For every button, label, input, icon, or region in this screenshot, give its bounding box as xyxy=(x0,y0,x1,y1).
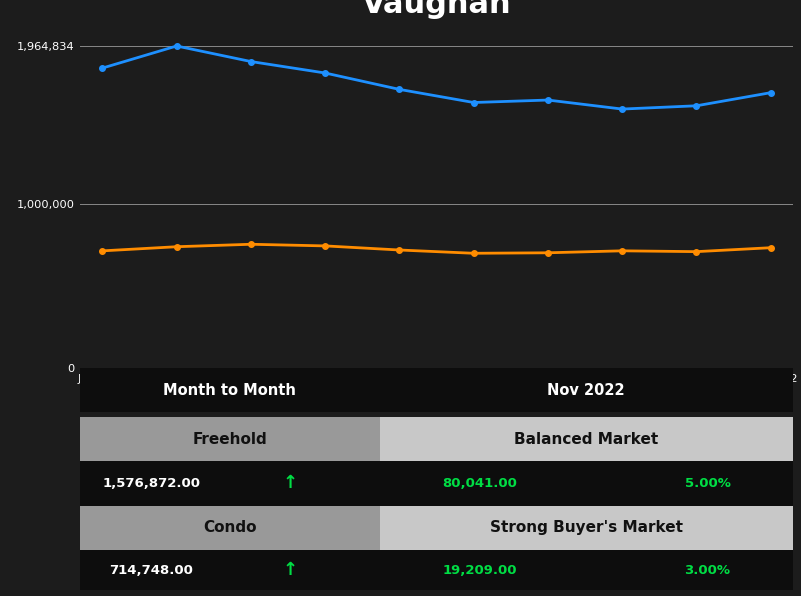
Text: Nov 2022: Nov 2022 xyxy=(547,383,625,398)
Text: Freehold: Freehold xyxy=(192,432,268,446)
Bar xyxy=(80,505,380,550)
Bar xyxy=(80,550,793,590)
Text: Strong Buyer's Market: Strong Buyer's Market xyxy=(489,520,682,535)
Text: 3.00%: 3.00% xyxy=(684,564,731,576)
Bar xyxy=(380,417,793,461)
Bar xyxy=(80,461,793,505)
Text: ↑: ↑ xyxy=(283,474,298,492)
Text: 19,209.00: 19,209.00 xyxy=(442,564,517,576)
Text: Condo: Condo xyxy=(203,520,256,535)
Title: Vaughan: Vaughan xyxy=(362,0,511,18)
Bar xyxy=(80,368,793,412)
Bar xyxy=(380,505,793,550)
Text: 1,576,872.00: 1,576,872.00 xyxy=(103,477,200,490)
Text: 714,748.00: 714,748.00 xyxy=(110,564,193,576)
Text: 5.00%: 5.00% xyxy=(685,477,731,490)
Text: Balanced Market: Balanced Market xyxy=(514,432,658,446)
Bar xyxy=(80,417,380,461)
Legend: Freehold, Condo: Freehold, Condo xyxy=(320,439,553,464)
Text: Month to Month: Month to Month xyxy=(163,383,296,398)
Text: ↑: ↑ xyxy=(283,561,298,579)
Text: 80,041.00: 80,041.00 xyxy=(442,477,517,490)
